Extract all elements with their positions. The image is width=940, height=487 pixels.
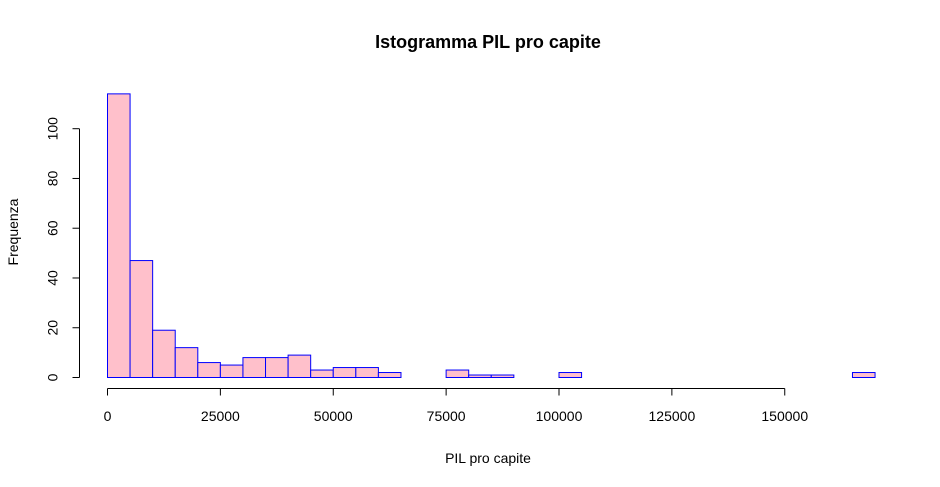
x-tick-label: 100000 xyxy=(536,408,583,424)
histogram-bar xyxy=(152,329,176,378)
x-tick-label: 75000 xyxy=(427,408,466,424)
y-tick-label: 0 xyxy=(45,373,61,381)
histogram-bar xyxy=(851,372,876,378)
y-axis-label: Frequenza xyxy=(5,198,21,265)
y-tick-label: 20 xyxy=(45,320,61,336)
y-tick-label: 60 xyxy=(45,220,61,236)
y-tick-label: 40 xyxy=(45,270,61,286)
bars-group xyxy=(107,93,876,379)
y-axis: 0 20 40 60 80 100 xyxy=(45,117,80,381)
y-tick-label: 80 xyxy=(45,170,61,186)
histogram-bar xyxy=(107,93,131,378)
histogram-bar xyxy=(174,347,199,379)
histogram-bar xyxy=(445,369,470,379)
histogram-bar xyxy=(377,372,402,378)
histogram-bar xyxy=(197,362,221,378)
histogram-bar xyxy=(310,369,334,379)
histogram-bar xyxy=(468,374,492,378)
x-tick-label: 25000 xyxy=(201,408,240,424)
histogram-bar xyxy=(332,367,357,379)
histogram-bar xyxy=(129,260,154,378)
histogram-bar xyxy=(287,354,312,379)
histogram-bar xyxy=(242,357,267,379)
x-axis: 0 25000 50000 75000 100000 125000 150000 xyxy=(104,388,808,424)
histogram-bar xyxy=(490,374,515,378)
y-tick-label: 100 xyxy=(45,117,61,141)
x-tick-label: 50000 xyxy=(314,408,353,424)
histogram-bar xyxy=(558,372,583,378)
histogram-bar xyxy=(265,357,289,379)
x-axis-label: PIL pro capite xyxy=(445,450,531,466)
chart-title: Istogramma PIL pro capite xyxy=(375,32,601,52)
histogram-bar xyxy=(355,367,379,379)
x-tick-label: 125000 xyxy=(649,408,696,424)
x-tick-label: 0 xyxy=(104,408,112,424)
histogram-bar xyxy=(219,364,244,378)
x-tick-label: 150000 xyxy=(761,408,808,424)
